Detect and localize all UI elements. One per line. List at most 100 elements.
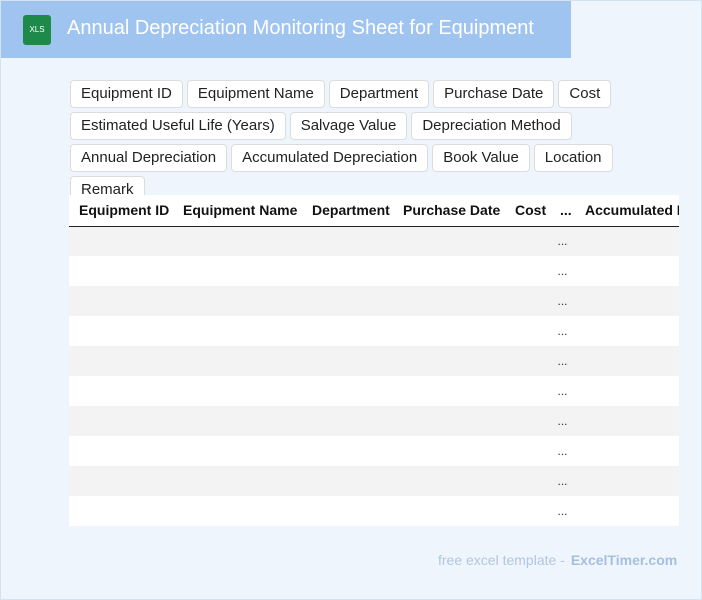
- cell: [302, 376, 393, 406]
- tag: Estimated Useful Life (Years): [70, 112, 286, 140]
- cell: [575, 496, 679, 526]
- cell: [393, 226, 505, 256]
- cell: [173, 286, 302, 316]
- tag: Annual Depreciation: [70, 144, 228, 172]
- cell: [393, 436, 505, 466]
- table-row: ...: [69, 256, 679, 286]
- cell: [505, 376, 550, 406]
- tag: Salvage Value: [289, 112, 408, 140]
- ellipsis-cell: ...: [550, 346, 575, 376]
- cell: [505, 256, 550, 286]
- cell: [505, 466, 550, 496]
- cell: [575, 256, 679, 286]
- cell: [505, 406, 550, 436]
- cell: [69, 226, 173, 256]
- cell: [69, 496, 173, 526]
- tag: Cost: [558, 80, 612, 108]
- cell: [575, 436, 679, 466]
- cell: [69, 286, 173, 316]
- brand: ExcelTimer.com: [570, 552, 678, 568]
- cell: [173, 406, 302, 436]
- title: Annual Depreciation Monitoring Sheet for…: [67, 17, 534, 39]
- cell: [69, 436, 173, 466]
- table-row: ...: [69, 346, 679, 376]
- cell: [302, 406, 393, 436]
- tag: Location: [533, 144, 613, 172]
- cell: [69, 346, 173, 376]
- cell: [302, 286, 393, 316]
- header: XLS Annual Depreciation Monitoring Sheet…: [1, 1, 571, 58]
- cell: [173, 376, 302, 406]
- cell: [505, 436, 550, 466]
- column-header: Equipment Name: [173, 195, 302, 227]
- ellipsis-cell: ...: [557, 504, 568, 518]
- column-header: Accumulated Depreciation: [575, 195, 679, 227]
- table-row: ...: [69, 316, 679, 346]
- cell: [505, 316, 550, 346]
- cell: [302, 316, 393, 346]
- cell: [393, 496, 505, 526]
- table: Equipment ID Equipment Name Department Purc…: [69, 195, 679, 526]
- cell: [505, 286, 550, 316]
- cell: [173, 466, 302, 496]
- table-wrap: Equipment ID Equipment Name Department Purc…: [69, 195, 679, 526]
- cell: [575, 286, 679, 316]
- tag-list: Equipment ID Equipment Name Department Purc…: [70, 80, 690, 204]
- cell: [393, 406, 505, 436]
- table-row: ...: [69, 286, 679, 316]
- table-row: ...: [69, 226, 679, 256]
- tag: Department: [328, 80, 430, 108]
- tag: Purchase Date: [433, 80, 555, 108]
- cell: [575, 376, 679, 406]
- cell: [173, 436, 302, 466]
- column-header: Department: [302, 195, 393, 227]
- cell: [302, 496, 393, 526]
- cell: [173, 316, 302, 346]
- cell: [173, 496, 302, 526]
- ellipsis-cell: ...: [557, 264, 568, 278]
- footer-text: free excel template -: [438, 552, 565, 568]
- tag: Equipment Name: [186, 80, 325, 108]
- column-header: Cost: [505, 195, 550, 227]
- ellipsis-cell: ...: [550, 226, 575, 256]
- header-row: Equipment ID Equipment Name Department Purc…: [69, 195, 679, 227]
- ellipsis-cell: ...: [557, 384, 568, 398]
- tag: Depreciation Method: [411, 112, 572, 140]
- cell: [173, 256, 302, 286]
- cell: [69, 376, 173, 406]
- cell: [302, 346, 393, 376]
- cell: [69, 406, 173, 436]
- tag: Equipment ID: [70, 80, 183, 108]
- ellipsis-cell: ...: [557, 324, 568, 338]
- cell: [505, 226, 550, 256]
- cell: [173, 226, 302, 256]
- cell: [575, 316, 679, 346]
- cell: [302, 226, 393, 256]
- footer: free excel template - ExcelTimer.com: [438, 552, 677, 568]
- cell: [393, 256, 505, 286]
- ellipsis-cell: ...: [557, 444, 568, 458]
- table-body: ..............................: [69, 226, 679, 526]
- ellipsis-cell: ...: [550, 286, 575, 316]
- column-header: Purchase Date: [393, 195, 505, 227]
- cell: [393, 316, 505, 346]
- cell: [393, 376, 505, 406]
- table-row: ...: [69, 376, 679, 406]
- cell: [505, 496, 550, 526]
- cell: [69, 316, 173, 346]
- cell: [69, 256, 173, 286]
- table-row: ...: [69, 406, 679, 436]
- cell: [575, 466, 679, 496]
- cell: [302, 466, 393, 496]
- cell: [393, 466, 505, 496]
- ellipsis-cell: ...: [550, 466, 575, 496]
- cell: [575, 406, 679, 436]
- tag: Accumulated Depreciation: [231, 144, 429, 172]
- tag: Book Value: [432, 144, 530, 172]
- cell: [505, 346, 550, 376]
- cell: [302, 436, 393, 466]
- table-row: ...: [69, 436, 679, 466]
- file-icon: XLS: [23, 15, 51, 45]
- table-row: ...: [69, 466, 679, 496]
